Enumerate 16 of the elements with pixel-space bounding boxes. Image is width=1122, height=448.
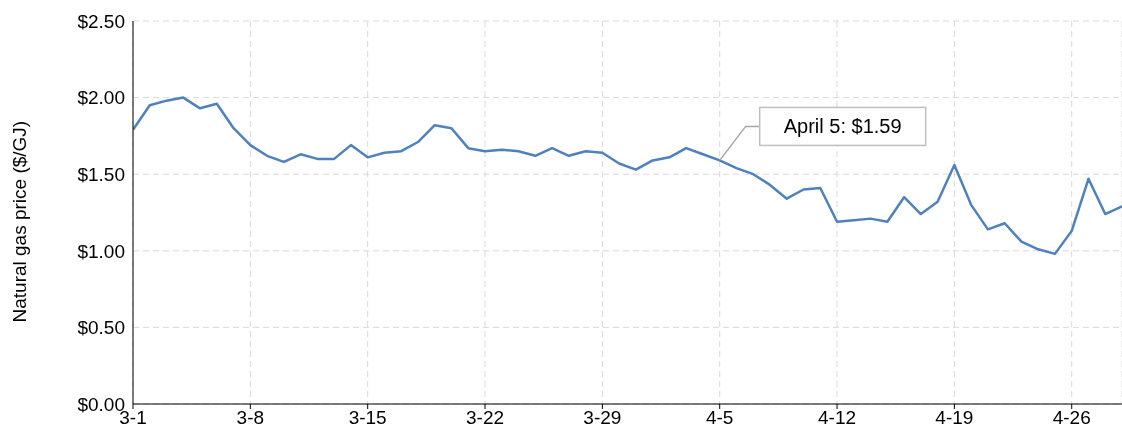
x-tick-label: 4-5 [705, 407, 734, 429]
x-tick-label: 3-8 [236, 407, 265, 429]
y-tick-label: $0.50 [77, 317, 125, 339]
x-tick-label: 4-26 [1052, 407, 1091, 429]
y-axis-title: Natural gas price ($/GJ) [8, 120, 30, 323]
annotation: April 5: $1.59 [783, 115, 902, 138]
x-tick-label: 4-19 [935, 407, 974, 429]
line-series [133, 96, 1122, 256]
x-tick-label: 3-15 [348, 407, 387, 429]
x-tick-label: 3-22 [466, 407, 505, 429]
y-tick-label: $1.50 [77, 163, 125, 185]
y-tick-label: $1.00 [77, 240, 125, 262]
x-tick-label: 4-12 [818, 407, 857, 429]
x-tick-label: 3-29 [583, 407, 622, 429]
y-tick-label: $2.00 [77, 87, 125, 109]
y-tick-label: $2.50 [77, 10, 125, 32]
